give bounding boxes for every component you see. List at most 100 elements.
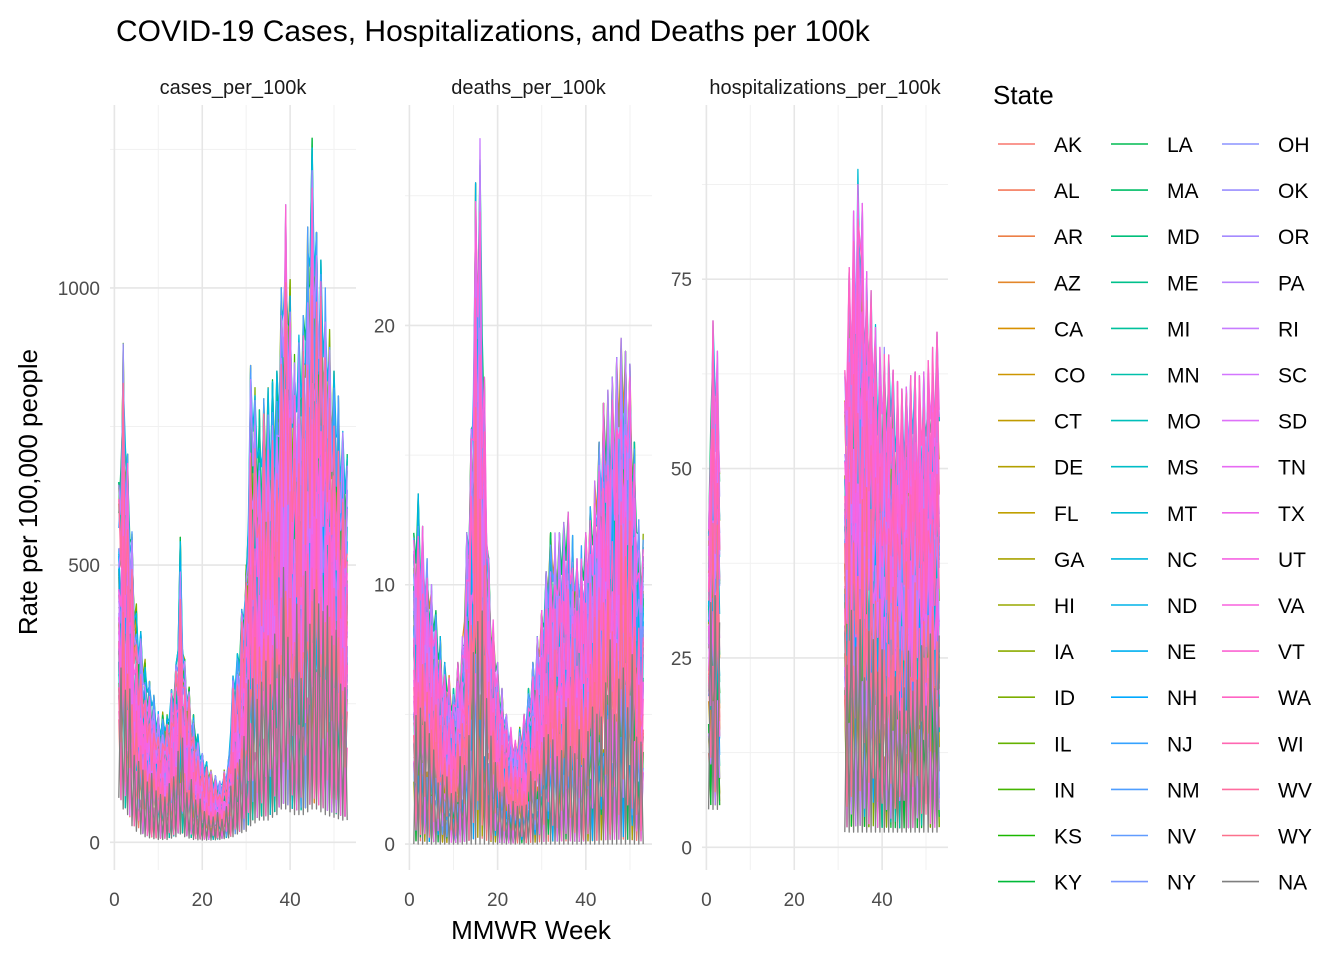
- series-lines: [118, 137, 348, 841]
- legend-label: NM: [1167, 779, 1200, 802]
- legend-label: TX: [1278, 503, 1305, 526]
- y-tick-label: 50: [671, 460, 692, 481]
- legend-item-wi: WI: [1222, 733, 1304, 756]
- legend-label: VA: [1278, 595, 1304, 618]
- legend-item-ia: IA: [998, 641, 1074, 664]
- legend-label: MS: [1167, 457, 1199, 480]
- legend-item-ne: NE: [1111, 641, 1196, 664]
- legend-item-sc: SC: [1222, 365, 1307, 388]
- legend-item-wy: WY: [1222, 826, 1312, 849]
- legend-item-ak: AK: [998, 134, 1082, 157]
- y-tick-label: 20: [374, 316, 395, 337]
- legend-item-id: ID: [998, 687, 1075, 710]
- legend-label: NV: [1167, 826, 1196, 849]
- legend-label: SC: [1278, 365, 1307, 388]
- legend-title: State: [993, 80, 1054, 110]
- legend-label: NH: [1167, 687, 1197, 710]
- legend-item-ga: GA: [998, 549, 1084, 572]
- y-tick-label: 1000: [58, 279, 100, 300]
- legend-label: TN: [1278, 457, 1306, 480]
- x-tick-label: 20: [487, 890, 508, 911]
- facet-strip-label: deaths_per_100k: [451, 77, 607, 99]
- legend-item-ok: OK: [1222, 180, 1308, 203]
- legend-label: CA: [1054, 318, 1083, 341]
- legend-item-pa: PA: [1222, 272, 1304, 295]
- legend-label: MO: [1167, 411, 1201, 434]
- x-tick-label: 0: [701, 890, 712, 911]
- legend-label: AR: [1054, 226, 1083, 249]
- legend-label: CO: [1054, 365, 1086, 388]
- x-axis-title: MMWR Week: [451, 915, 612, 945]
- legend-label: PA: [1278, 272, 1304, 295]
- facet-panel: 0 500 1000 0 20 40 cases_per_100k: [58, 77, 356, 911]
- legend-item-oh: OH: [1222, 134, 1310, 157]
- legend-item-mn: MN: [1111, 365, 1200, 388]
- legend-label: NC: [1167, 549, 1197, 572]
- legend-item-nc: NC: [1111, 549, 1197, 572]
- legend-label: VT: [1278, 641, 1305, 664]
- x-tick-label: 40: [575, 890, 596, 911]
- legend-label: RI: [1278, 318, 1299, 341]
- series-line-wa: [413, 297, 644, 801]
- legend-item-ny: NY: [1111, 872, 1196, 895]
- legend-label: GA: [1054, 549, 1084, 572]
- legend-label: AL: [1054, 180, 1080, 203]
- legend-label: AZ: [1054, 272, 1081, 295]
- legend-item-nj: NJ: [1111, 733, 1193, 756]
- legend-item-nv: NV: [1111, 826, 1196, 849]
- legend-label: LA: [1167, 134, 1193, 157]
- legend-item-wv: WV: [1222, 779, 1312, 802]
- legend-item-nd: ND: [1111, 595, 1197, 618]
- legend-label: WY: [1278, 826, 1312, 849]
- legend-item-ar: AR: [998, 226, 1083, 249]
- x-tick-label: 20: [192, 890, 213, 911]
- y-tick-label: 0: [384, 835, 395, 856]
- legend-item-tx: TX: [1222, 503, 1305, 526]
- series-line-nc: [118, 147, 348, 791]
- legend-label: ID: [1054, 687, 1075, 710]
- y-axis-title: Rate per 100,000 people: [13, 349, 43, 635]
- legend-item-ct: CT: [998, 411, 1082, 434]
- legend-label: NJ: [1167, 733, 1193, 756]
- legend-label: ND: [1167, 595, 1197, 618]
- legend-label: OK: [1278, 180, 1308, 203]
- x-tick-label: 20: [784, 890, 805, 911]
- series-line-wi: [707, 374, 940, 623]
- legend-label: MI: [1167, 318, 1190, 341]
- facet-strip-label: hospitalizations_per_100k: [709, 77, 941, 99]
- legend-label: ME: [1167, 272, 1199, 295]
- x-tick-label: 0: [404, 890, 415, 911]
- legend-label: WA: [1278, 687, 1311, 710]
- legend-label: HI: [1054, 595, 1075, 618]
- x-tick-label: 40: [280, 890, 301, 911]
- y-tick-label: 0: [681, 838, 692, 859]
- legend-label: OH: [1278, 134, 1310, 157]
- legend-item-mt: MT: [1111, 503, 1197, 526]
- legend-label: UT: [1278, 549, 1306, 572]
- legend-item-il: IL: [998, 733, 1072, 756]
- legend-label: MT: [1167, 503, 1197, 526]
- series-line-na: [118, 566, 348, 841]
- legend-item-sd: SD: [1222, 411, 1307, 434]
- legend-item-vt: VT: [1222, 641, 1305, 664]
- legend-label: MA: [1167, 180, 1199, 203]
- x-tick-label: 40: [872, 890, 893, 911]
- series-line-wa: [707, 218, 940, 589]
- series-line-ut: [413, 459, 644, 812]
- legend-label: MN: [1167, 365, 1200, 388]
- y-tick-label: 500: [68, 556, 100, 577]
- legend-label: OR: [1278, 226, 1310, 249]
- legend-item-ri: RI: [1222, 318, 1299, 341]
- facet-panel: 0 10 20 0 20 40 deaths_per_100k: [374, 77, 652, 911]
- legend-label: KY: [1054, 872, 1082, 895]
- legend-item-mo: MO: [1111, 411, 1201, 434]
- legend-item-nm: NM: [1111, 779, 1200, 802]
- legend-item-or: OR: [1222, 226, 1310, 249]
- legend: State AK AL AR AZ CA CO CT DE FL GA HI IA ID IL IN KS KY…: [993, 80, 1312, 895]
- legend-item-la: LA: [1111, 134, 1193, 157]
- legend-item-ma: MA: [1111, 180, 1199, 203]
- chart-title: COVID-19 Cases, Hospitalizations, and De…: [116, 15, 871, 48]
- legend-item-co: CO: [998, 365, 1086, 388]
- legend-label: IN: [1054, 779, 1075, 802]
